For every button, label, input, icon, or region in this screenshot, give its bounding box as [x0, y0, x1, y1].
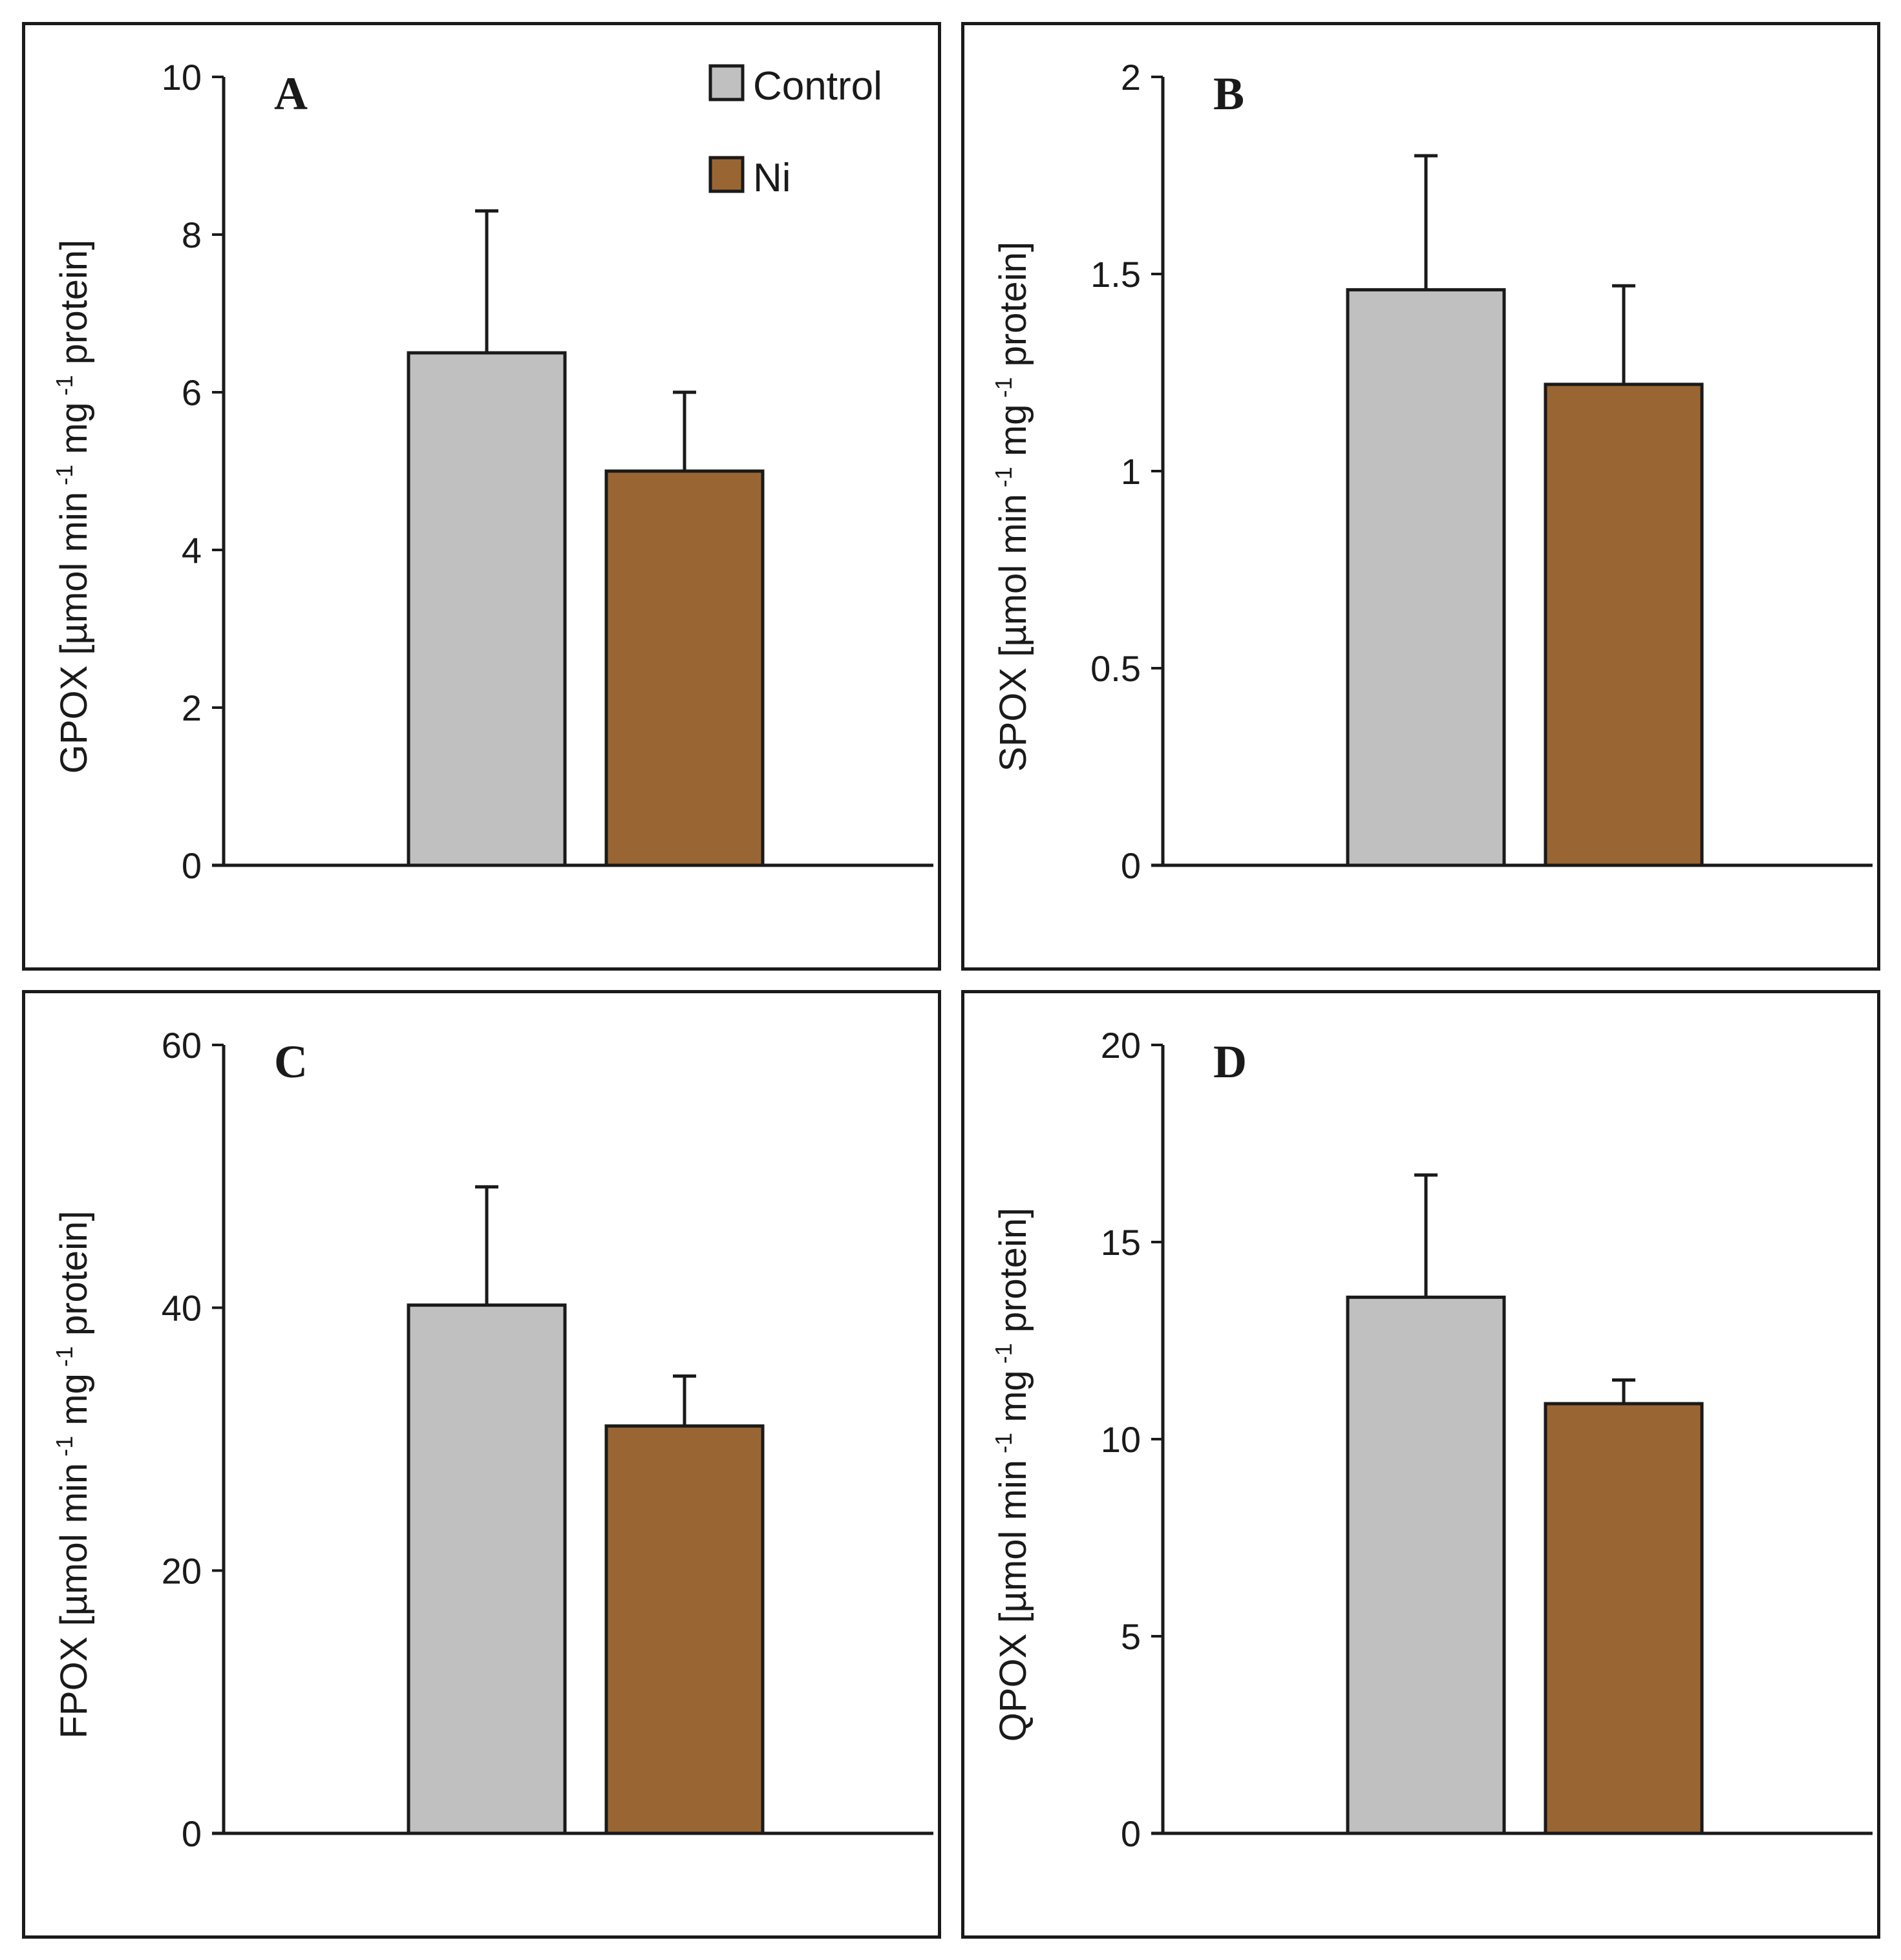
bar-b-ni: [1544, 383, 1704, 867]
y-axis-label-d: QPOX [µmol min -1 mg -1 protein]: [990, 1208, 1034, 1742]
y-tick-label-c-0: 0: [182, 1813, 202, 1854]
bar-c-ni: [604, 1424, 765, 1835]
y-tick-label-b-3: 1.5: [1090, 254, 1141, 295]
y-tick-label-b-4: 2: [1121, 57, 1141, 98]
chart-a: 0 2 4 6 8 10 A GPOX [µmol min -1 mg -1 protein]…: [51, 57, 933, 886]
y-tick-label-a-1: 2: [182, 688, 202, 728]
y-tick-label-c-3: 60: [162, 1025, 202, 1066]
y-tick-label-d-2: 10: [1101, 1419, 1141, 1460]
y-tick-label-a-4: 8: [182, 215, 202, 255]
panel-d: 0 5 10 15 20 D QPOX [µmol min -1 mg -1 protein…: [961, 990, 1880, 1939]
legend-label-ni: Ni: [753, 156, 791, 200]
panel-c: 0 20 40 60 C FPOX [µmol min -1 mg -1 protein]: [22, 990, 941, 1939]
panel-letter-b: B: [1213, 68, 1244, 120]
bar-b-control: [1346, 288, 1506, 867]
y-tick-label-a-3: 6: [182, 372, 202, 413]
chart-c: 0 20 40 60 C FPOX [µmol min -1 mg -1 protein]: [51, 1025, 933, 1854]
bar-a-control: [407, 351, 567, 867]
y-tick-label-a-0: 0: [182, 845, 202, 886]
legend-label-control: Control: [753, 64, 882, 109]
bar-d-ni: [1544, 1402, 1704, 1835]
panel-b: 0 0.5 1 1.5 2 B SPOX [µmol min -1 mg -1 protei…: [961, 22, 1880, 971]
y-tick-label-a-5: 10: [162, 57, 202, 98]
y-tick-label-c-2: 40: [162, 1288, 202, 1329]
bar-a-ni: [604, 469, 765, 867]
legend-swatch-control: [708, 64, 745, 101]
y-tick-label-d-0: 0: [1121, 1813, 1141, 1854]
y-tick-label-b-0: 0: [1121, 845, 1141, 886]
y-axis-label-a: GPOX [µmol min -1 mg -1 protein]: [51, 240, 95, 774]
y-axis-label-c: FPOX [µmol min -1 mg -1 protein]: [51, 1211, 95, 1739]
y-tick-label-d-1: 5: [1121, 1616, 1141, 1657]
panel-letter-d: D: [1213, 1036, 1247, 1088]
bar-d-control: [1346, 1295, 1506, 1835]
y-tick-label-b-2: 1: [1121, 451, 1141, 492]
y-tick-label-b-1: 0.5: [1090, 648, 1141, 689]
bar-c-control: [407, 1303, 567, 1835]
chart-b: 0 0.5 1 1.5 2 B SPOX [µmol min -1 mg -1 protei…: [990, 57, 1873, 886]
panel-letter-a: A: [274, 68, 308, 120]
y-tick-label-d-3: 15: [1101, 1222, 1141, 1263]
panel-a: 0 2 4 6 8 10 A GPOX [µmol min -1 mg -1 protein]…: [22, 22, 941, 971]
y-tick-label-a-2: 4: [182, 530, 202, 571]
y-axis-label-b: SPOX [µmol min -1 mg -1 protein]: [990, 242, 1034, 772]
y-tick-label-d-4: 20: [1101, 1025, 1141, 1066]
legend-swatch-ni: [708, 156, 745, 193]
chart-d: 0 5 10 15 20 D QPOX [µmol min -1 mg -1 protein…: [990, 1025, 1873, 1854]
panel-letter-c: C: [274, 1036, 308, 1088]
y-tick-label-c-1: 20: [162, 1550, 202, 1591]
